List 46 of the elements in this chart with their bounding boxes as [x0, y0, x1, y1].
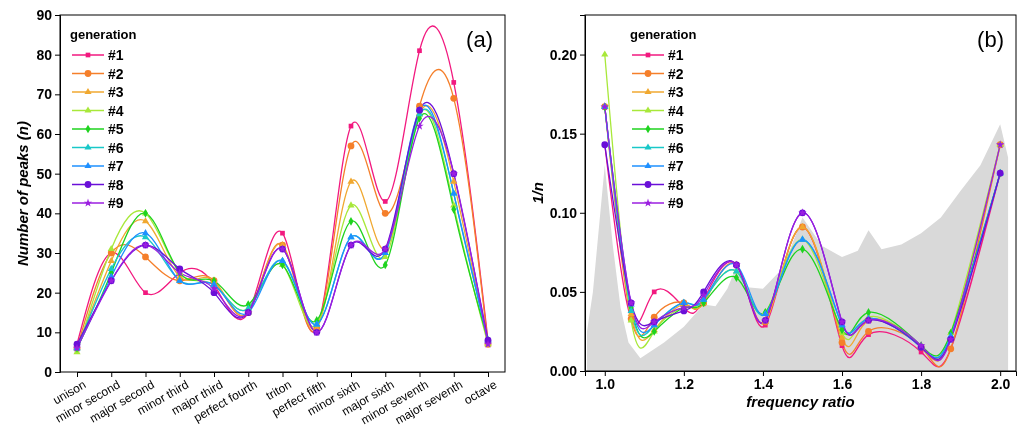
legend-label: #6 — [108, 139, 124, 156]
legend-title: generation — [70, 27, 137, 42]
y-tick-label: 70 — [36, 86, 53, 103]
y-tick-label: 80 — [36, 46, 53, 63]
legend-label: #9 — [668, 195, 684, 211]
y-tick-label: 20 — [36, 284, 53, 301]
x-tick-label: 2.0 — [990, 375, 1011, 392]
y-tick-label: 0 — [44, 363, 53, 380]
y-tick-label: 0.10 — [549, 204, 578, 221]
legend-label: #4 — [668, 102, 684, 119]
legend-label: #3 — [108, 84, 124, 100]
legend-label: #6 — [668, 139, 684, 156]
y-axis-title: 1/n — [529, 182, 546, 204]
legend-label: #8 — [668, 176, 684, 193]
y-axis-title: Number of peaks (n) — [14, 120, 31, 267]
legend-title: generation — [630, 27, 697, 42]
annotation: (b) — [977, 27, 1004, 52]
x-tick-label: 1.4 — [753, 375, 774, 392]
legend-label: #4 — [108, 102, 124, 119]
legend-label: #7 — [668, 158, 684, 174]
legend-label: #8 — [108, 176, 124, 193]
y-tick-label: 0.20 — [549, 46, 578, 63]
x-tick-label: 1.0 — [595, 375, 616, 392]
y-tick-label: 40 — [36, 205, 53, 222]
y-tick-label: 90 — [36, 6, 53, 23]
y-tick-label: 60 — [36, 125, 53, 142]
annotation: (a) — [466, 27, 493, 52]
x-axis-title: frequency ratio — [746, 393, 855, 410]
y-tick-label: 0.15 — [549, 125, 578, 142]
legend-label: #1 — [668, 47, 684, 63]
y-tick-label: 50 — [36, 165, 53, 182]
y-tick-label: 0.00 — [549, 362, 578, 379]
x-tick-label: 1.2 — [674, 375, 695, 392]
legend-label: #3 — [668, 84, 684, 100]
legend-label: #7 — [108, 158, 124, 174]
y-tick-label: 30 — [36, 244, 53, 261]
legend-label: #1 — [108, 47, 124, 63]
legend-label: #2 — [668, 65, 684, 82]
y-tick-label: 10 — [36, 324, 53, 341]
legend-label: #5 — [668, 121, 684, 137]
legend-label: #9 — [108, 195, 124, 211]
x-tick-label: 1.6 — [832, 375, 853, 392]
y-tick-label: 0.05 — [549, 283, 578, 300]
legend-label: #5 — [108, 121, 124, 137]
x-tick-label: 1.8 — [911, 375, 932, 392]
legend-label: #2 — [108, 65, 124, 82]
